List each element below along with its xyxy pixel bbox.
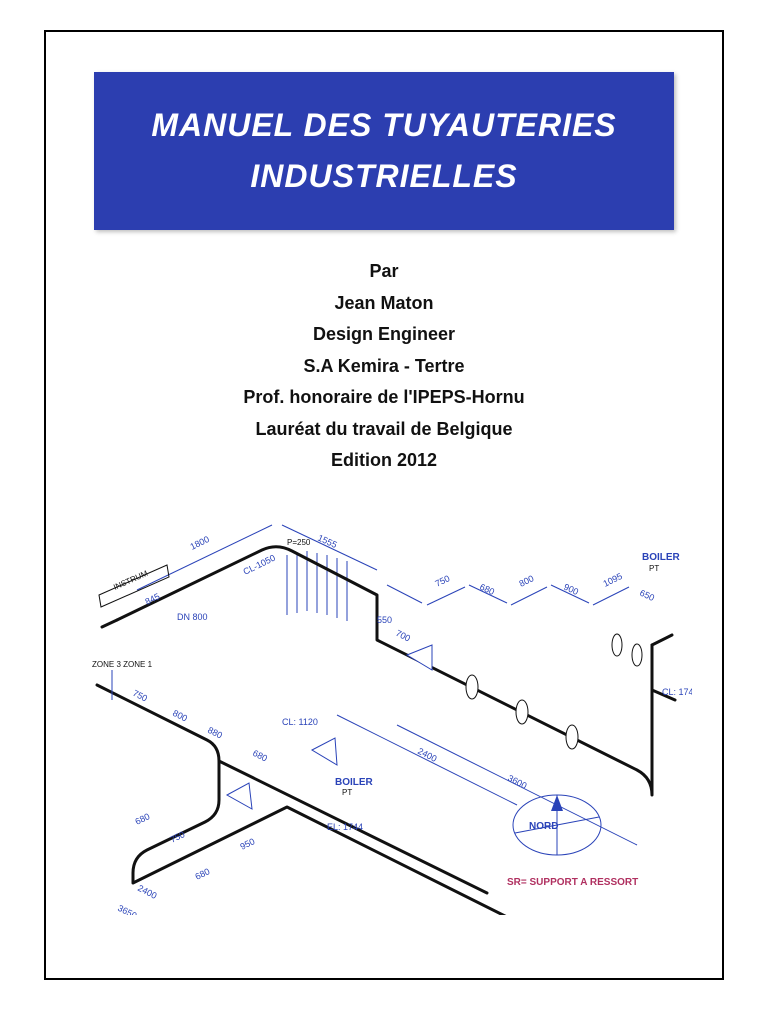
piping-isometric-diagram: 1800 1555 750 680 800 900 1095 650 <box>77 495 692 915</box>
pipe-supports <box>466 634 642 749</box>
dim-label: 800 <box>171 708 189 724</box>
author-line: S.A Kemira - Tertre <box>243 351 524 383</box>
boiler-label: BOILER <box>642 552 681 563</box>
boiler-label: BOILER <box>335 777 374 788</box>
label-el: EL: 1744 <box>327 822 363 832</box>
dim-label: 1095 <box>601 571 623 589</box>
dim-label: 680 <box>133 811 151 827</box>
dim-label: 750 <box>131 688 149 704</box>
dim-label: 680 <box>478 582 496 597</box>
title-box: MANUEL DES TUYAUTERIES INDUSTRIELLES <box>94 72 674 230</box>
dim-label: 2400 <box>416 746 438 764</box>
hatched-wall <box>287 551 347 621</box>
author-line: Design Engineer <box>243 319 524 351</box>
dim-label: 900 <box>562 582 580 597</box>
dim-label: 845 <box>143 591 161 607</box>
label-cl: CL: 174 <box>662 687 692 697</box>
document-page: MANUEL DES TUYAUTERIES INDUSTRIELLES Par… <box>44 30 724 980</box>
dim-label: 680 <box>251 748 269 764</box>
dim-label: 880 <box>206 725 224 741</box>
author-line: Lauréat du travail de Belgique <box>243 414 524 446</box>
compass-icon: NORD <box>513 795 601 855</box>
dim-label: 3600 <box>506 773 528 791</box>
svg-text:NORD: NORD <box>529 821 558 832</box>
legend-text: SR= SUPPORT A RESSORT <box>507 877 638 888</box>
dim-label: 650 <box>638 588 656 603</box>
author-block: Par Jean Maton Design Engineer S.A Kemir… <box>243 256 524 477</box>
dim-label: 750 <box>433 573 451 589</box>
zone-label: ZONE 3 ZONE 1 <box>92 660 153 669</box>
svg-text:PT: PT <box>649 564 659 573</box>
label-p: P=250 <box>287 538 311 547</box>
dim-label: 700 <box>394 628 412 644</box>
author-line: Edition 2012 <box>243 445 524 477</box>
dim-label: 1800 <box>188 534 210 552</box>
author-line: Jean Maton <box>243 288 524 320</box>
dim-label: 3650 <box>116 903 138 915</box>
dim-label: 800 <box>517 573 535 589</box>
title-line-2: INDUSTRIELLES <box>104 151 664 202</box>
dim-label: 950 <box>238 836 256 852</box>
dim-label: 1555 <box>316 533 338 550</box>
author-line: Prof. honoraire de l'IPEPS-Hornu <box>243 382 524 414</box>
dim-label: 2400 <box>136 883 158 901</box>
author-line: Par <box>243 256 524 288</box>
label-cl: CL: 1120 <box>282 717 318 727</box>
svg-text:PT: PT <box>342 788 352 797</box>
dim-label: 680 <box>193 866 211 882</box>
label-dn: DN 800 <box>177 612 208 622</box>
title-line-1: MANUEL DES TUYAUTERIES <box>104 100 664 151</box>
dim-label: 550 <box>377 615 392 625</box>
